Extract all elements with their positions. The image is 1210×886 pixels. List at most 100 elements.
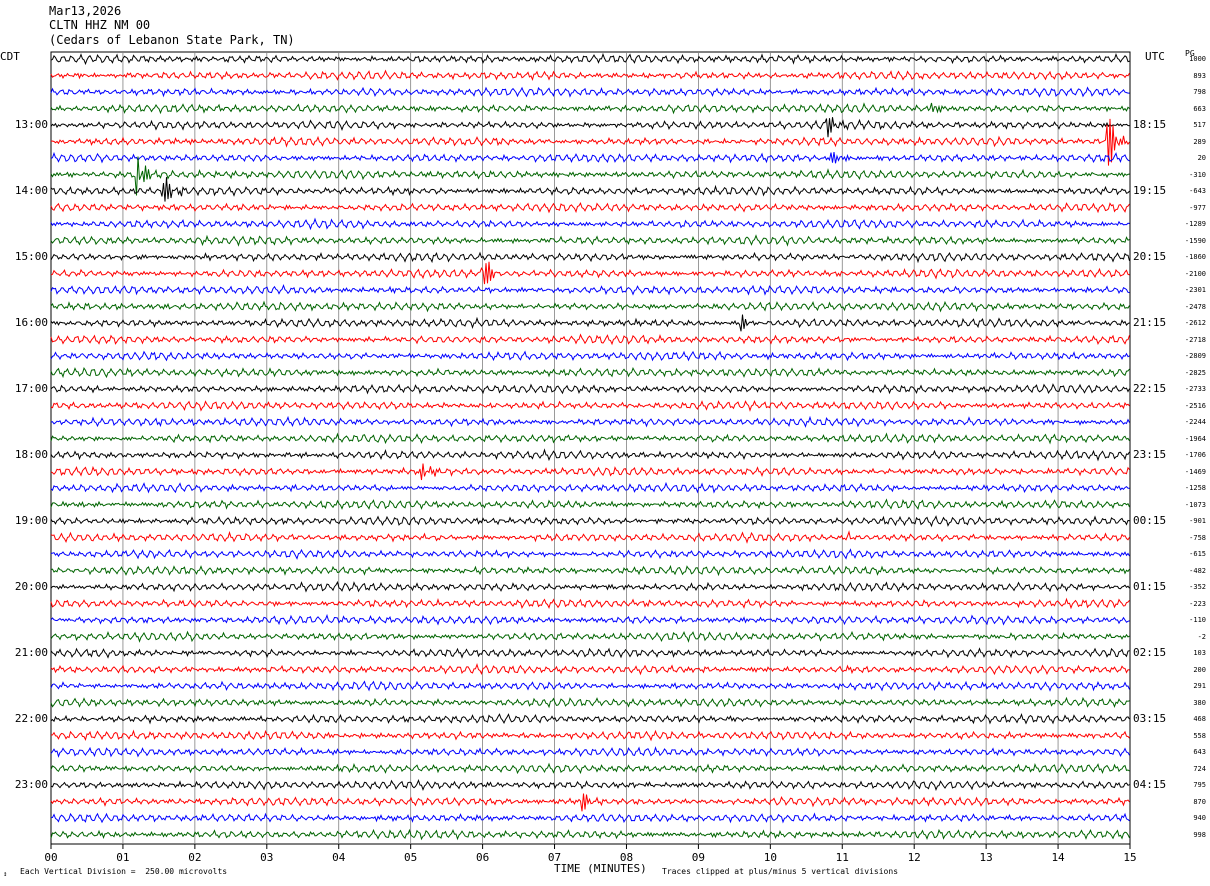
trace-scale-value: 468 bbox=[1193, 715, 1206, 723]
trace-scale-value: -1964 bbox=[1184, 434, 1206, 443]
trace-scale-value: 289 bbox=[1193, 137, 1206, 146]
hour-label-utc: 03:15 bbox=[1133, 712, 1167, 725]
trace-scale-value: -2733 bbox=[1184, 385, 1206, 393]
trace-line bbox=[50, 261, 1130, 285]
trace-scale-value: -977 bbox=[1189, 203, 1206, 212]
trace-line bbox=[50, 564, 1130, 577]
x-tick-label: 11 bbox=[835, 851, 849, 864]
trace-line bbox=[50, 366, 1130, 379]
hour-label-utc: 20:15 bbox=[1133, 250, 1167, 263]
trace-line bbox=[50, 217, 1130, 231]
trace-line bbox=[50, 399, 1130, 412]
trace-line bbox=[50, 102, 1130, 115]
hour-label-utc: 02:15 bbox=[1133, 646, 1167, 659]
trace-scale-value: -352 bbox=[1189, 583, 1206, 591]
trace-line bbox=[50, 498, 1130, 510]
trace-line bbox=[50, 118, 1130, 166]
trace-line bbox=[50, 696, 1130, 709]
trace-scale-value: -1590 bbox=[1184, 236, 1206, 245]
trace-scale-value: 291 bbox=[1193, 682, 1206, 690]
trace-scale-value: -758 bbox=[1189, 533, 1206, 542]
x-tick-label: 04 bbox=[332, 851, 346, 864]
trace-scale-value: 870 bbox=[1193, 797, 1206, 806]
trace-line bbox=[50, 333, 1130, 346]
x-tick-label: 15 bbox=[1123, 851, 1137, 864]
trace-scale-value: -901 bbox=[1189, 517, 1206, 525]
trace-line bbox=[50, 515, 1130, 528]
trace-scale-value: 380 bbox=[1193, 698, 1206, 707]
trace-line bbox=[50, 300, 1130, 313]
trace-scale-value: -2612 bbox=[1184, 319, 1206, 327]
trace-scale-value: -223 bbox=[1189, 599, 1206, 608]
trace-scale-value: 795 bbox=[1193, 781, 1206, 789]
x-tick-label: 10 bbox=[763, 851, 777, 864]
trace-line bbox=[50, 778, 1130, 792]
trace-line bbox=[50, 383, 1130, 395]
trace-scale-value: 200 bbox=[1193, 665, 1206, 674]
station-location: (Cedars of Lebanon State Park, TN) bbox=[49, 33, 295, 47]
x-tick-label: 13 bbox=[979, 851, 993, 864]
hour-label-local: 15:00 bbox=[14, 250, 48, 263]
plot-frame bbox=[50, 51, 1131, 845]
trace-scale-value: -1706 bbox=[1184, 451, 1206, 459]
hour-label-utc: 21:15 bbox=[1133, 316, 1167, 329]
trace-scale-value: 517 bbox=[1193, 121, 1206, 129]
trace-scale-value: -2516 bbox=[1184, 401, 1206, 410]
trace-line bbox=[50, 793, 1130, 812]
scale-arrow-icon: ↕ bbox=[3, 870, 8, 878]
clip-note: Traces clipped at plus/minus 5 vertical … bbox=[662, 867, 899, 876]
trace-line bbox=[50, 762, 1130, 775]
trace-scale-value: 998 bbox=[1193, 830, 1206, 839]
x-tick-label: 03 bbox=[260, 851, 274, 864]
trace-line bbox=[50, 712, 1130, 725]
scale-column-label: PG bbox=[1185, 49, 1195, 58]
hour-label-utc: 01:15 bbox=[1133, 580, 1167, 593]
trace-scale-value: 20 bbox=[1197, 154, 1206, 162]
right-timezone-label: UTC bbox=[1145, 50, 1165, 63]
left-timezone-label: CDT bbox=[0, 50, 20, 63]
x-tick-label: 05 bbox=[404, 851, 418, 864]
trace-scale-value: 798 bbox=[1193, 88, 1206, 96]
trace-line bbox=[50, 463, 1130, 481]
trace-scale-value: -643 bbox=[1189, 187, 1206, 195]
trace-line bbox=[50, 481, 1130, 494]
trace-scale-value: 558 bbox=[1193, 731, 1206, 740]
hour-label-utc: 22:15 bbox=[1133, 382, 1167, 395]
trace-scale-value: -110 bbox=[1189, 616, 1206, 624]
trace-scale-value: -2478 bbox=[1184, 302, 1206, 311]
trace-line bbox=[50, 530, 1130, 544]
plot-date: Mar13,2026 bbox=[49, 4, 122, 18]
hour-label-local: 19:00 bbox=[14, 514, 48, 527]
x-tick-label: 12 bbox=[907, 851, 921, 864]
vertical-division-note: Each Vertical Division = 250.00 microvol… bbox=[20, 867, 228, 876]
trace-line bbox=[50, 415, 1130, 428]
hour-label-utc: 18:15 bbox=[1133, 118, 1167, 131]
trace-scale-value: -2718 bbox=[1184, 335, 1206, 344]
hour-label-local: 13:00 bbox=[14, 118, 48, 131]
trace-scale-value: 643 bbox=[1193, 748, 1206, 756]
hour-label-utc: 19:15 bbox=[1133, 184, 1167, 197]
trace-line bbox=[50, 597, 1130, 610]
hour-label-local: 14:00 bbox=[14, 184, 48, 197]
trace-scale-value: -2100 bbox=[1184, 269, 1206, 278]
trace-line bbox=[50, 151, 1130, 164]
trace-line bbox=[50, 52, 1130, 66]
hour-label-local: 16:00 bbox=[14, 316, 48, 329]
trace-scale-value: -1860 bbox=[1184, 253, 1206, 261]
trace-scale-value: -1469 bbox=[1184, 467, 1206, 476]
trace-scale-value: 103 bbox=[1193, 649, 1206, 657]
trace-line bbox=[50, 432, 1130, 445]
trace-line bbox=[50, 630, 1130, 643]
trace-line bbox=[50, 117, 1130, 138]
trace-line bbox=[50, 284, 1130, 296]
trace-scale-value: -2825 bbox=[1184, 368, 1206, 377]
trace-scale-value: 724 bbox=[1193, 764, 1206, 773]
trace-scale-value: -1073 bbox=[1184, 500, 1206, 509]
x-tick-label: 02 bbox=[188, 851, 202, 864]
hour-label-local: 20:00 bbox=[14, 580, 48, 593]
x-tick-label: 09 bbox=[691, 851, 706, 864]
trace-line bbox=[50, 177, 1130, 202]
trace-line bbox=[50, 86, 1130, 98]
trace-scale-value: 893 bbox=[1193, 71, 1206, 80]
